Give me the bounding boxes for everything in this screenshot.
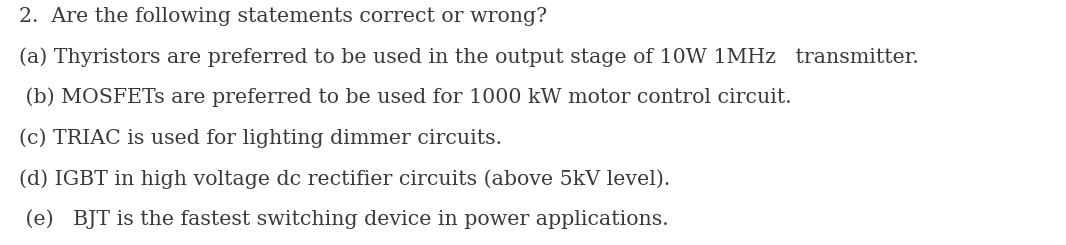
Text: (d) IGBT in high voltage dc rectifier circuits (above 5kV level).: (d) IGBT in high voltage dc rectifier ci…	[19, 169, 671, 189]
Text: 2.  Are the following statements correct or wrong?: 2. Are the following statements correct …	[19, 7, 547, 26]
Text: (a) Thyristors are preferred to be used in the output stage of 10W 1MHz   transm: (a) Thyristors are preferred to be used …	[19, 47, 919, 67]
Text: (c) TRIAC is used for lighting dimmer circuits.: (c) TRIAC is used for lighting dimmer ci…	[19, 128, 502, 148]
Text: (b) MOSFETs are preferred to be used for 1000 kW motor control circuit.: (b) MOSFETs are preferred to be used for…	[19, 88, 792, 107]
Text: (e)   BJT is the fastest switching device in power applications.: (e) BJT is the fastest switching device …	[19, 210, 668, 229]
